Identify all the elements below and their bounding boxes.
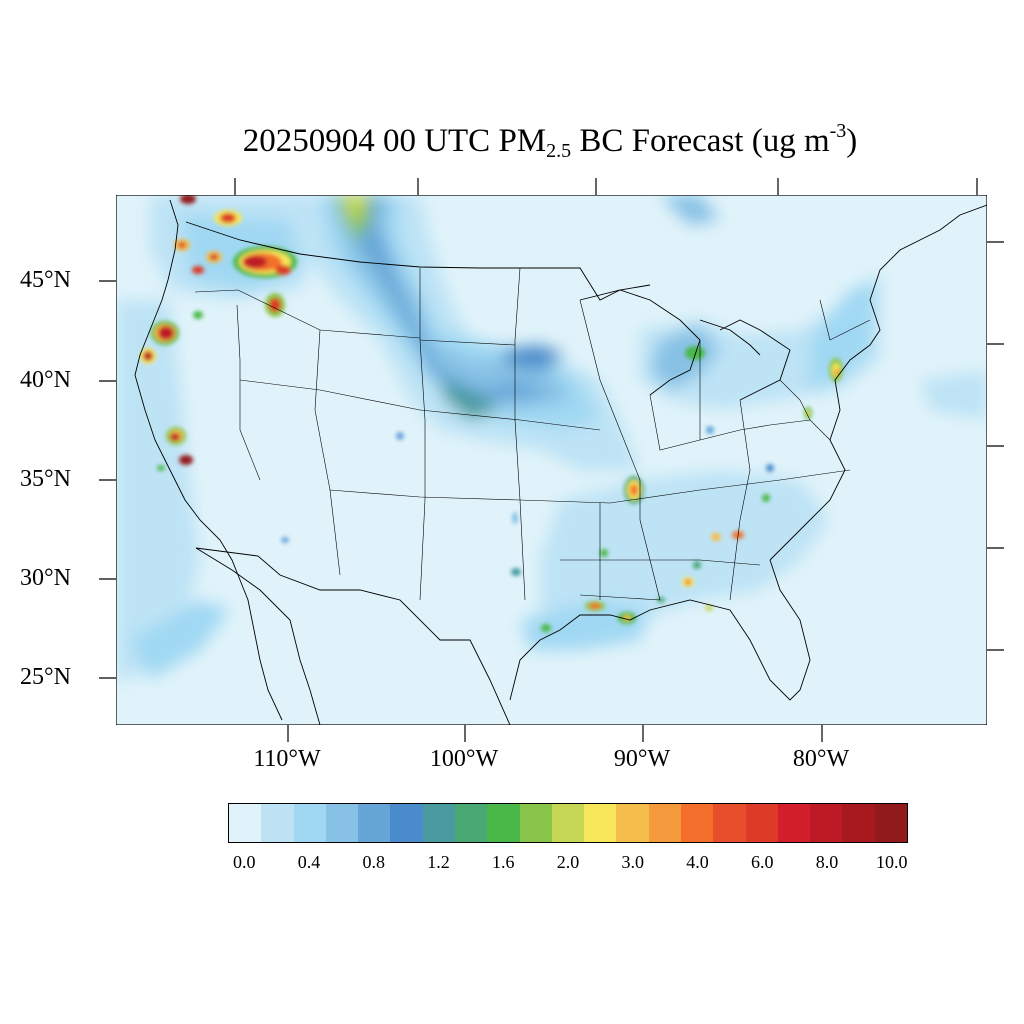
colorbar-swatch (261, 804, 294, 842)
lon-label-90: 90°W (613, 746, 671, 772)
title-superscript: -3 (829, 120, 847, 142)
fire-hotspots (140, 195, 843, 632)
map-title: 20250904 00 UTC PM2.5 BC Forecast (ug m-… (0, 120, 1024, 163)
colorbar-swatch (358, 804, 391, 842)
colorbar-label: 6.0 (751, 852, 774, 872)
colorbar-label: 8.0 (815, 852, 839, 872)
colorbar-swatch (713, 804, 746, 842)
hotspot-memphis (624, 476, 644, 504)
colorbar-label: 2.0 (556, 852, 580, 872)
colorbar-swatch (874, 804, 907, 842)
colorbar-swatch (842, 804, 875, 842)
colorbar-swatch (810, 804, 843, 842)
title-prefix: 20250904 00 UTC PM (242, 123, 547, 159)
colorbar-swatch (680, 804, 714, 842)
colorbar-label: 0.8 (362, 852, 385, 872)
lat-label-25: 25°N (20, 664, 71, 690)
lat-label-45: 45°N (20, 267, 71, 293)
colorbar-label: 3.0 (621, 852, 645, 872)
colorbar-label: 4.0 (686, 852, 709, 872)
colorbar-label: 1.2 (427, 852, 450, 872)
lat-label-35: 35°N (20, 466, 71, 492)
colorbar-swatch (454, 804, 488, 842)
title-middle: BC Forecast (ug m (571, 123, 830, 159)
colorbar-label: 0.0 (232, 852, 256, 872)
title-subscript: 2.5 (546, 140, 572, 162)
colorbar-swatch (519, 804, 552, 842)
lon-label-80: 80°W (792, 746, 850, 772)
colorbar-swatch (325, 804, 359, 842)
colorbar-swatch (487, 804, 520, 842)
colorbar-label: 10.0 (876, 852, 908, 872)
colorbar-swatch (777, 804, 811, 842)
hotspot-louisiana (541, 601, 636, 632)
hotspot-southeast (600, 494, 770, 611)
boundaries (134, 199, 987, 725)
lat-label-40: 40°N (20, 367, 71, 393)
colorbar-swatch (390, 804, 423, 842)
lat-label-30: 30°N (20, 565, 71, 591)
hotspot-norcal (140, 311, 203, 364)
colorbar-label: 0.4 (297, 852, 321, 872)
hotspot-nidaho (206, 210, 285, 317)
colorbar-swatch (584, 804, 617, 842)
colorbar-swatch (648, 804, 681, 842)
hotspot-central-ca (157, 427, 193, 471)
scattered-spots (281, 426, 774, 576)
axis-ticks (99, 178, 1004, 742)
lon-label-110: 110°W (253, 746, 321, 772)
title-suffix: ) (846, 123, 858, 159)
colorbar (228, 803, 908, 843)
hotspot-montana (233, 246, 297, 278)
colorbar-swatch (616, 804, 649, 842)
colorbar-label: 1.6 (491, 852, 515, 872)
colorbar-swatch (551, 804, 585, 842)
colorbar-swatch (745, 804, 778, 842)
colorbar-swatch (229, 804, 262, 842)
colorbar-swatch (422, 804, 455, 842)
lon-label-100: 100°W (429, 746, 499, 772)
hotspot-washington (174, 195, 204, 274)
colorbar-swatch (293, 804, 326, 842)
